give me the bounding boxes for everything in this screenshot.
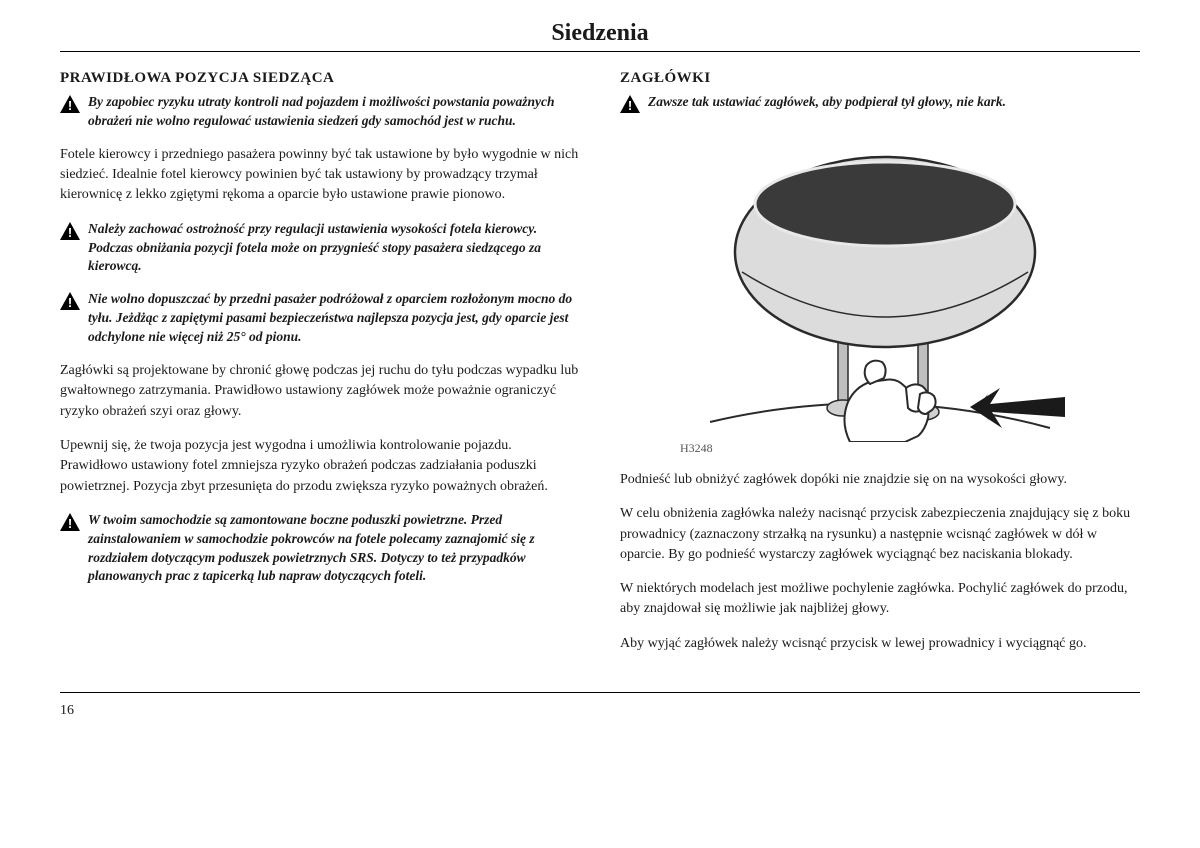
svg-text:!: ! <box>68 295 72 310</box>
warning-block: ! Zawsze tak ustawiać zagłówek, aby podp… <box>620 93 1140 118</box>
warning-icon: ! <box>60 292 80 315</box>
warning-icon: ! <box>620 95 640 118</box>
warning-text: Należy zachować ostrożność przy regulacj… <box>88 220 580 277</box>
title-divider <box>60 51 1140 52</box>
warning-icon: ! <box>60 95 80 118</box>
right-heading: ZAGŁÓWKI <box>620 70 1140 87</box>
headrest-figure: H3248 <box>620 132 1140 456</box>
page-number: 16 <box>60 703 1140 719</box>
warning-text: By zapobiec ryzyku utraty kontroli nad p… <box>88 93 580 131</box>
warning-text: Zawsze tak ustawiać zagłówek, aby podpie… <box>648 93 1006 112</box>
figure-caption: H3248 <box>680 441 1140 456</box>
body-paragraph: Aby wyjąć zagłówek należy wcisnąć przyci… <box>620 634 1140 654</box>
body-paragraph: Upewnij się, że twoja pozycja jest wygod… <box>60 436 580 497</box>
body-paragraph: Fotele kierowcy i przedniego pasażera po… <box>60 145 580 206</box>
content-columns: PRAWIDŁOWA POZYCJA SIEDZĄCA ! By zapobie… <box>60 70 1140 668</box>
svg-text:!: ! <box>68 225 72 240</box>
body-paragraph: Podnieść lub obniżyć zagłówek dopóki nie… <box>620 470 1140 490</box>
left-column: PRAWIDŁOWA POZYCJA SIEDZĄCA ! By zapobie… <box>60 70 580 668</box>
warning-block: ! By zapobiec ryzyku utraty kontroli nad… <box>60 93 580 131</box>
warning-icon: ! <box>60 513 80 536</box>
page-title: Siedzenia <box>60 20 1140 47</box>
body-paragraph: Zagłówki są projektowane by chronić głow… <box>60 361 580 422</box>
warning-text: Nie wolno dopuszczać by przedni pasażer … <box>88 290 580 347</box>
body-paragraph: W celu obniżenia zagłówka należy nacisną… <box>620 504 1140 565</box>
left-heading: PRAWIDŁOWA POZYCJA SIEDZĄCA <box>60 70 580 87</box>
right-column: ZAGŁÓWKI ! Zawsze tak ustawiać zagłówek,… <box>620 70 1140 668</box>
body-paragraph: W niektórych modelach jest możliwe pochy… <box>620 579 1140 620</box>
warning-block: ! W twoim samochodzie są zamontowane boc… <box>60 511 580 587</box>
warning-icon: ! <box>60 222 80 245</box>
footer-divider <box>60 692 1140 693</box>
svg-text:!: ! <box>628 98 632 113</box>
warning-block: ! Należy zachować ostrożność przy regula… <box>60 220 580 277</box>
svg-text:!: ! <box>68 98 72 113</box>
svg-text:!: ! <box>68 516 72 531</box>
warning-text: W twoim samochodzie są zamontowane boczn… <box>88 511 580 587</box>
warning-block: ! Nie wolno dopuszczać by przedni pasaże… <box>60 290 580 347</box>
